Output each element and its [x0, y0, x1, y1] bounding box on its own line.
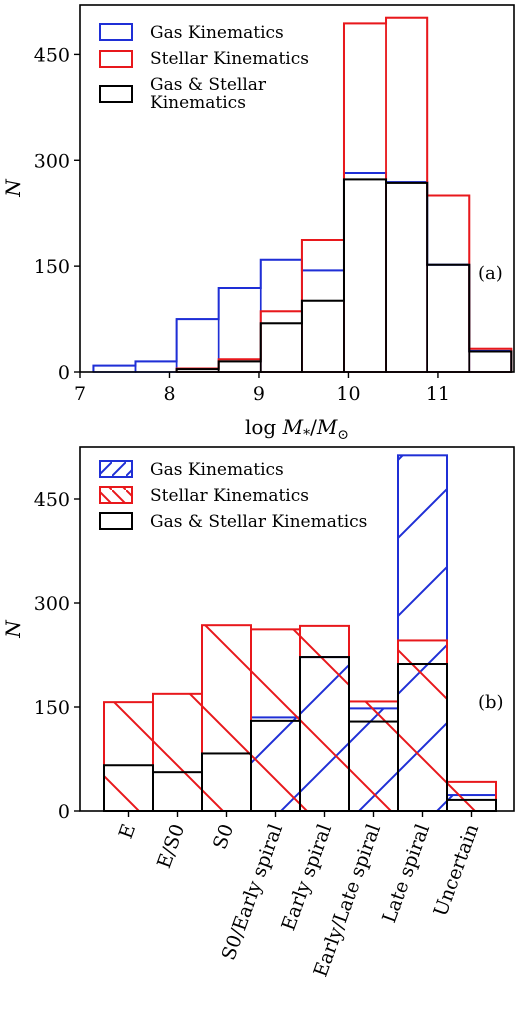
x-tick-label: 10: [336, 383, 360, 405]
legend-b-label-gas: Gas Kinematics: [150, 460, 284, 480]
panel-a-bar: [426, 263, 471, 373]
x-tick-label: 11: [426, 383, 450, 405]
panel-b-bar-early-spiral: [299, 624, 350, 812]
x-category-label: Late spiral: [378, 821, 434, 926]
y-tick-label: 150: [34, 697, 70, 719]
x-category-label: E: [115, 821, 140, 842]
panel-a-x-label: log M*/M⊙: [245, 415, 349, 443]
panel-a-x-ticks: 7 8 9 10 11: [74, 372, 450, 405]
panel-a-bar: [259, 310, 303, 373]
panel-a-bar: [468, 350, 513, 373]
panel-a-bar: [343, 178, 387, 373]
legend-b-swatch-gas: [99, 460, 133, 478]
panel-b-bar-early-late-spiral: [348, 700, 399, 812]
legend-b-label-both: Gas & Stellar Kinematics: [150, 512, 367, 532]
x-tick-label: 7: [74, 383, 86, 405]
panel-a-frame: [79, 4, 515, 373]
panel-b-bar-s0: [201, 624, 252, 812]
panel-a-bar: [134, 360, 178, 373]
panel-b-marks: [103, 454, 497, 813]
panel-a-bar: [343, 172, 387, 373]
panel-a-bar: [343, 22, 387, 373]
y-tick-label: 0: [58, 362, 70, 384]
panel-b-bar-e: [103, 701, 154, 812]
panel-a-bar: [301, 299, 345, 373]
panel-a-bar: [217, 360, 262, 373]
panel-a-marks: [92, 16, 513, 373]
panel-a-label: (a): [478, 263, 503, 284]
panel-a-bar: [385, 16, 428, 373]
panel-b-legend: Gas Kinematics Stellar Kinematics Gas & …: [99, 460, 367, 532]
panel-a-y-ticks: 0 150 300 450: [34, 44, 80, 384]
panel-a-bar: [426, 194, 471, 373]
legend-label-both: Gas & Stellar Kinematics: [150, 75, 267, 113]
panel-a-bar: [301, 269, 345, 373]
legend-b-swatch-stellar: [99, 486, 133, 504]
x-tick-label: 8: [163, 383, 175, 405]
panel-a-bar: [385, 182, 428, 373]
x-category-label: Uncertain: [430, 821, 484, 919]
panel-a-bar: [259, 322, 303, 373]
panel-a-y-label: N: [1, 178, 25, 198]
legend-label-stellar: Stellar Kinematics: [150, 49, 309, 69]
panel-b-y-label: N: [1, 619, 25, 639]
panel-a-bar: [259, 258, 303, 373]
panel-a-bar: [426, 263, 471, 373]
y-tick-label: 450: [34, 44, 70, 66]
legend-swatch-gas: [99, 23, 133, 41]
x-category-label: E/S0: [153, 821, 189, 871]
y-tick-label: 0: [58, 801, 70, 823]
panel-a-legend: Gas Kinematics Stellar Kinematics Gas & …: [99, 23, 309, 113]
panel-b-frame: [79, 446, 515, 812]
panel-a-bar: [385, 181, 428, 373]
x-category-label: S0: [209, 821, 238, 852]
y-tick-label: 450: [34, 489, 70, 511]
y-tick-label: 300: [34, 593, 70, 615]
panel-b-y-ticks: 0 150 300 450: [34, 489, 80, 823]
panel-b-label: (b): [478, 692, 504, 713]
panel-a-bar: [468, 350, 513, 373]
panel-b-bar-late-spiral: [397, 639, 448, 812]
x-tick-label: 9: [253, 383, 265, 405]
y-tick-label: 150: [34, 256, 70, 278]
panel-a-bar: [301, 239, 345, 373]
y-tick-label: 300: [34, 150, 70, 172]
x-category-label: Early spiral: [277, 821, 336, 933]
panel-b-bar-e-s0: [152, 692, 203, 812]
panel-a-bar: [175, 318, 220, 373]
legend-b-label-stellar: Stellar Kinematics: [150, 486, 309, 506]
legend-swatch-both: [99, 85, 133, 103]
legend-label-gas: Gas Kinematics: [150, 23, 284, 43]
legend-b-swatch-both: [99, 512, 133, 530]
legend-swatch-stellar: [99, 50, 133, 68]
panel-a-histogram: 0 150 300 450 7 8 9 10 11 N log M*/M⊙ (a) Gas K…: [1, 4, 515, 443]
panel-b-bar-uncertain: [446, 780, 497, 813]
